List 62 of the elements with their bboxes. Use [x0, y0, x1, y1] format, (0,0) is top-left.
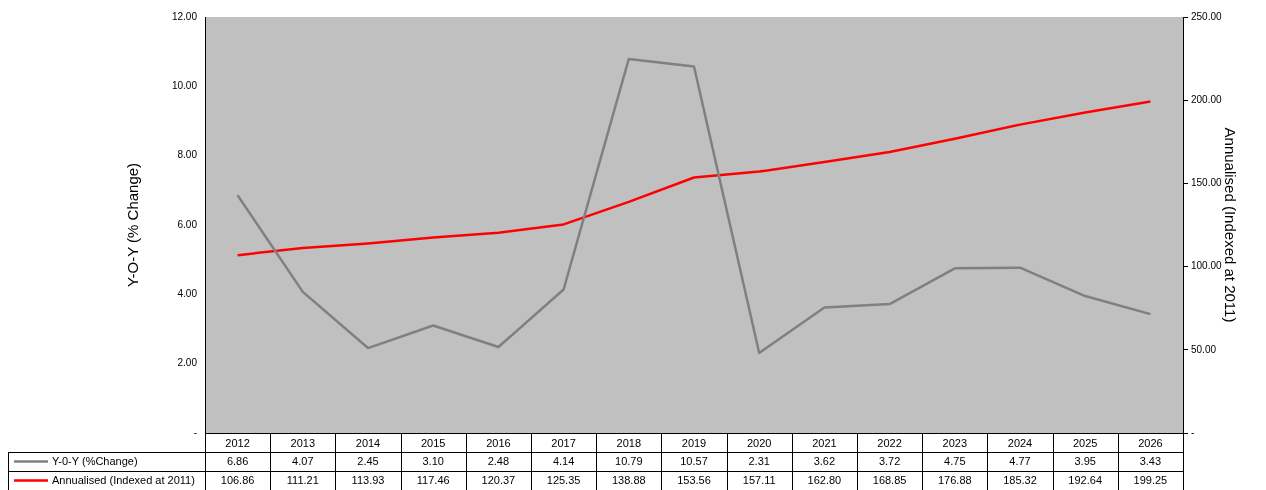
y2-tick-label: 50.00: [1191, 343, 1217, 355]
x-tick-label: 2016: [486, 436, 511, 449]
data-label: 3.62: [813, 454, 836, 467]
data-label: 10.79: [615, 454, 643, 467]
data-label: 2.31: [748, 454, 770, 467]
data-label: 138.88: [611, 473, 646, 486]
y-axis-title: Y-O-Y (% Change): [124, 162, 142, 288]
x-tick-label: 2026: [1138, 436, 1163, 449]
data-label: 4.14: [552, 454, 575, 467]
y2-tick-label: -: [1191, 426, 1195, 438]
y2-tick-label: 150.00: [1191, 177, 1223, 189]
y-tick-label: 12.00: [171, 10, 198, 22]
data-label: 113.93: [351, 473, 385, 486]
x-tick-label: 2018: [616, 436, 642, 449]
x-tick-label: 2017: [551, 436, 576, 449]
data-label: 106.86: [220, 473, 255, 486]
y2-tick-label: 250.00: [1191, 10, 1223, 22]
data-label: 4.75: [944, 454, 966, 467]
data-label: 199.25: [1133, 473, 1168, 486]
y-tick-label: 10.00: [171, 80, 198, 92]
legend-label: Y-0-Y (%Change): [52, 454, 138, 467]
x-tick-label: 2015: [420, 436, 446, 449]
data-label: 176.88: [937, 473, 972, 486]
data-label: 2.48: [487, 454, 510, 467]
data-label: 3.10: [422, 454, 444, 467]
data-label: 125.35: [546, 473, 581, 486]
y-tick-label: 8.00: [177, 149, 198, 161]
y2-tick-label: 100.00: [1191, 260, 1223, 272]
data-label: 157.11: [742, 473, 776, 486]
data-label: 120.37: [481, 473, 516, 486]
data-label: 192.64: [1068, 473, 1103, 486]
data-label: 3.72: [878, 454, 901, 467]
data-label: 3.95: [1074, 454, 1096, 467]
x-tick-label: 2013: [290, 436, 316, 449]
x-tick-label: 2012: [225, 436, 250, 449]
x-tick-label: 2021: [812, 436, 837, 449]
x-tick-label: 2019: [681, 436, 707, 449]
data-label: 6.86: [226, 454, 249, 467]
x-tick-label: 2025: [1072, 436, 1098, 449]
data-label: 3.43: [1139, 454, 1162, 467]
data-label: 117.46: [416, 473, 450, 486]
x-tick-label: 2014: [355, 436, 381, 449]
x-tick-label: 2022: [877, 436, 902, 449]
legend-label: Annualised (Indexed at 2011): [52, 473, 195, 486]
x-tick-label: 2023: [942, 436, 968, 449]
y2-tick-label: 200.00: [1191, 93, 1223, 105]
y-tick-label: 6.00: [177, 218, 198, 230]
data-label: 111.21: [286, 473, 319, 486]
data-label: 4.07: [292, 454, 314, 467]
data-label: 162.80: [807, 473, 842, 486]
y-tick-label: 2.00: [177, 357, 198, 369]
data-label: 168.85: [872, 473, 907, 486]
data-label: 185.32: [1003, 473, 1037, 486]
y-tick-label: -: [193, 426, 197, 438]
data-label: 2.45: [357, 454, 379, 467]
data-label: 4.77: [1009, 454, 1031, 467]
x-tick-label: 2020: [746, 436, 772, 449]
y2-axis-title: Annualised (Indexed at 2011): [1221, 127, 1239, 323]
data-label: 10.57: [680, 454, 708, 467]
data-label: 153.56: [677, 473, 711, 486]
y-tick-label: 4.00: [177, 288, 198, 300]
x-tick-label: 2024: [1007, 436, 1033, 449]
